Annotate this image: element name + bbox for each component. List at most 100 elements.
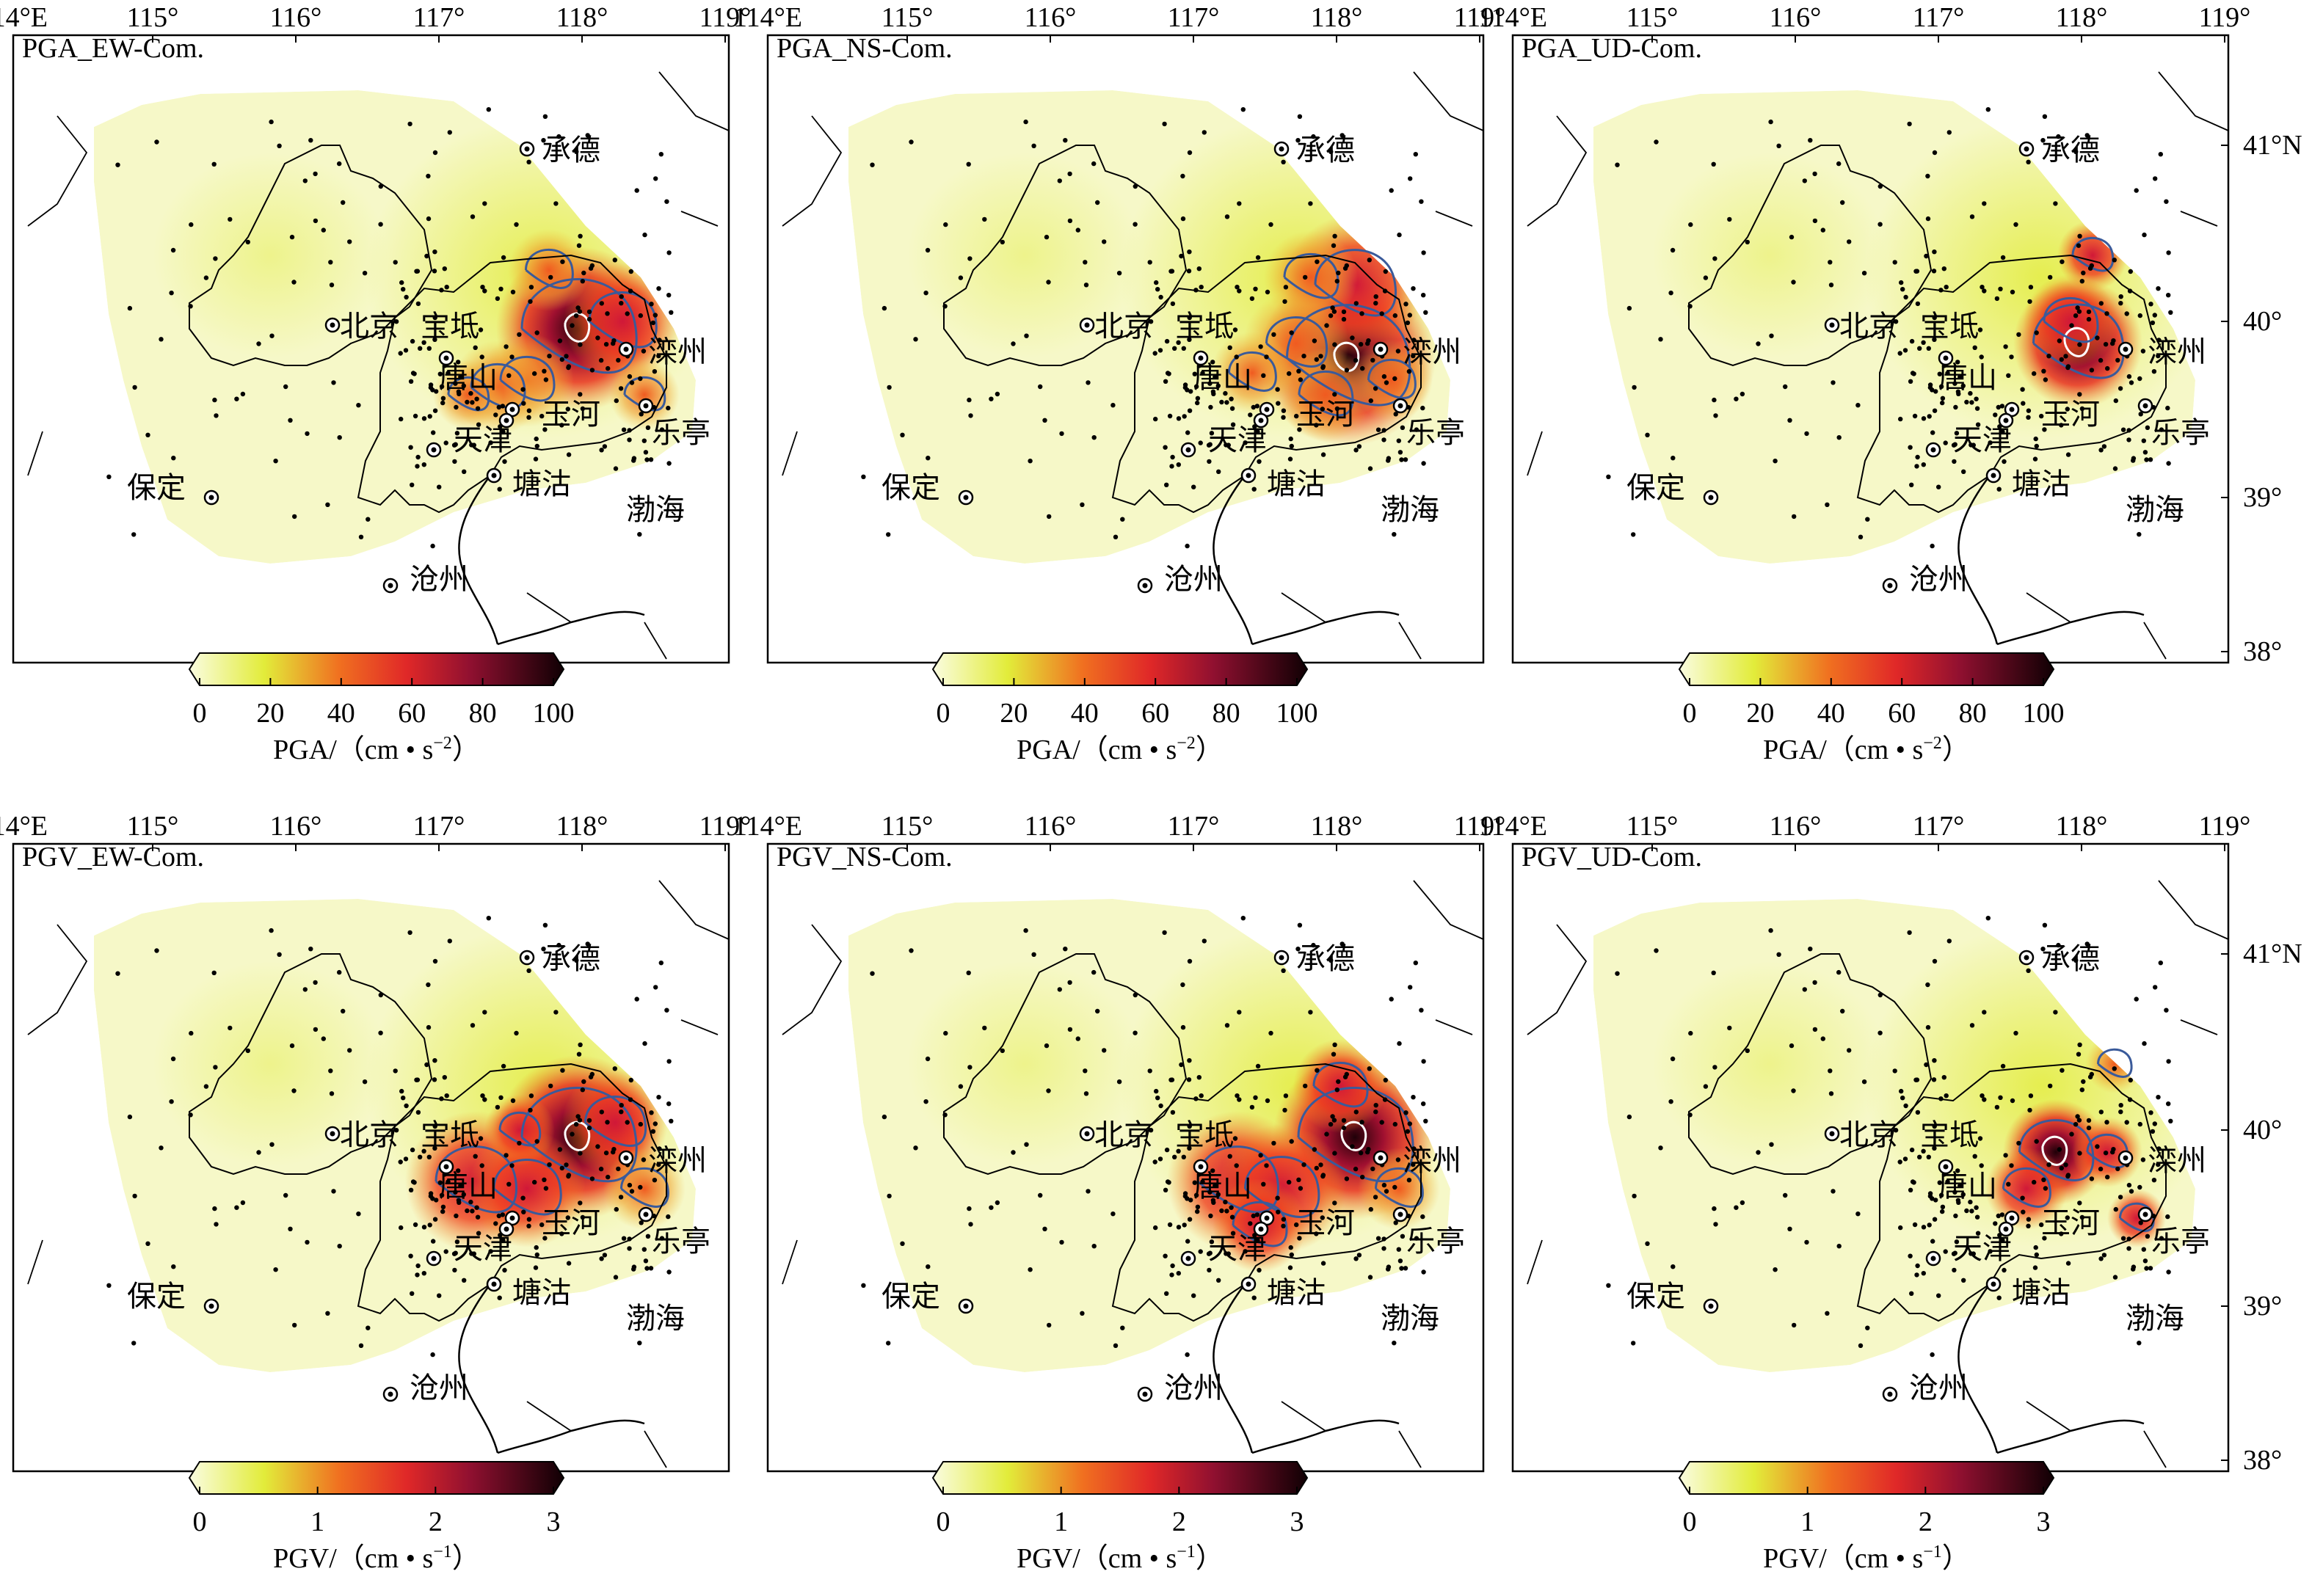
lat-tick-label: 39° [2243, 1291, 2282, 1322]
city-label: 沧州 [410, 563, 468, 596]
city-label: 沧州 [1164, 563, 1223, 596]
colorbar-tick: 1 [1054, 1506, 1068, 1537]
city-label: 承德 [1296, 134, 1355, 167]
lat-tick-label: 40° [2243, 1115, 2282, 1145]
city-label: 乐亭 [652, 416, 710, 449]
lon-tick-label: 115° [881, 811, 934, 842]
colorbar-tick: 100 [533, 698, 575, 729]
station-dots [861, 107, 1428, 549]
colorbar-tick: 60 [1141, 698, 1169, 729]
city-label: 天津 [1953, 1232, 2012, 1265]
colorbar-tick: 20 [256, 698, 284, 729]
colorbar-gradient [931, 652, 1309, 686]
city-label: 塘沽 [512, 1276, 571, 1309]
city-label: 天津 [454, 1232, 512, 1265]
colorbar-label: PGA/（cm • s−2） [1763, 734, 1970, 765]
city-label: 承德 [2041, 134, 2100, 167]
lon-tick-label: 118° [556, 2, 608, 33]
lon-tick-label: 115° [127, 811, 179, 842]
lat-tick-label: 38° [2243, 636, 2282, 667]
city-label: 天津 [1953, 423, 2012, 456]
city-label: 沧州 [1909, 1371, 1968, 1404]
city-label: 唐山 [439, 361, 498, 394]
admin-boundaries [1527, 71, 2229, 660]
city-label: 宝坻 [1175, 1118, 1234, 1151]
lon-tick-label: 115° [1626, 2, 1679, 33]
city-label: 渤海 [1381, 493, 1439, 526]
lon-tick-label: 115° [1626, 811, 1679, 842]
panel-label: PGA_EW-Com. [22, 33, 204, 64]
city-label: 塘沽 [512, 467, 571, 500]
city-label: 承德 [2041, 942, 2100, 975]
lon-tick-label: 119° [699, 2, 752, 33]
colorbar-tick: 80 [1213, 698, 1240, 729]
lat-tick-label: 38° [2243, 1445, 2282, 1476]
city-label: 承德 [542, 134, 600, 167]
city-label: 北京 [1839, 310, 1898, 343]
city-label: 北京 [340, 310, 399, 343]
lon-tick-label: 119° [2199, 811, 2251, 842]
city-label: 渤海 [1381, 1302, 1439, 1335]
map-panel-2: 承德 北京 宝坻 唐山 滦州 玉河 乐亭 天津 塘沽 保定 沧州 渤海 PGA_NS-Com. 114°E… [733, 2, 1505, 664]
city-label: 渤海 [626, 1302, 685, 1335]
city-label: 滦州 [1403, 335, 1461, 368]
city-label: 宝坻 [421, 1118, 479, 1151]
colorbar-gradient [188, 652, 565, 686]
city-label: 乐亭 [2151, 416, 2210, 449]
colorbar-tick: 2 [1919, 1506, 1933, 1537]
lon-tick-label: 119° [1454, 2, 1506, 33]
colorbar-label: PGA/（cm • s−2） [1017, 734, 1224, 765]
city-label: 塘沽 [1267, 467, 1326, 500]
lon-tick-label: 114°E [0, 2, 48, 33]
panel-label: PGA_UD-Com. [1522, 33, 1702, 64]
map-panel-3: 承德 北京 宝坻 唐山 滦州 玉河 乐亭 天津 塘沽 保定 沧州 渤海 PGA_UD-Com. 114°E… [1478, 2, 2302, 667]
colorbar-1: 0 20 40 60 80 100 PGA/（cm • s−2） [188, 652, 575, 765]
lon-tick-label: 119° [1454, 811, 1506, 842]
map-panel-5: 承德 北京 宝坻 唐山 滦州 玉河 乐亭 天津 塘沽 保定 沧州 渤海 PGV_NS-Com. 114°E… [733, 811, 1505, 1473]
colorbar-tick: 100 [1276, 698, 1318, 729]
panel-label: PGA_NS-Com. [777, 33, 953, 64]
city-label: 沧州 [410, 1371, 468, 1404]
colorbar-4: 0 1 2 3 PGV/（cm • s−1） [188, 1461, 565, 1574]
lon-tick-label: 118° [1311, 811, 1363, 842]
lon-tick-label: 115° [127, 2, 179, 33]
city-label: 北京 [1094, 1118, 1153, 1151]
city-label: 滦州 [2148, 1144, 2206, 1177]
city-label: 承德 [542, 942, 600, 975]
city-label: 滦州 [648, 335, 707, 368]
city-label: 唐山 [1193, 1170, 1252, 1203]
city-label: 保定 [1626, 471, 1685, 504]
lon-tick-label: 118° [2056, 2, 2108, 33]
colorbar-tick: 40 [1817, 698, 1845, 729]
city-label: 保定 [127, 1280, 186, 1313]
colorbar-gradient [1678, 652, 2055, 686]
city-label: 沧州 [1909, 563, 1968, 596]
city-label: 宝坻 [1920, 310, 1979, 343]
colorbar-3: 0 20 40 60 80 100 PGA/（cm • s−2） [1678, 652, 2065, 765]
contour-lines [1196, 1061, 1424, 1247]
admin-boundaries [782, 880, 1484, 1468]
colorbar-tick: 20 [1746, 698, 1774, 729]
city-label: 天津 [454, 423, 512, 456]
colorbar-2: 0 20 40 60 80 100 PGA/（cm • s−2） [931, 652, 1318, 765]
panel-label: PGV_EW-Com. [22, 842, 204, 872]
colorbar-tick: 0 [1683, 1506, 1697, 1537]
city-label: 保定 [127, 471, 186, 504]
lat-tick-label: 40° [2243, 306, 2282, 337]
lon-tick-label: 117° [1168, 2, 1220, 33]
station-dots [106, 107, 674, 549]
city-label: 天津 [1208, 1232, 1267, 1265]
lon-tick-label: 116° [1770, 811, 1822, 842]
city-label: 乐亭 [652, 1225, 710, 1258]
colorbar-tick: 0 [193, 698, 207, 729]
lon-tick-label: 116° [270, 2, 322, 33]
colorbar-5: 0 1 2 3 PGV/（cm • s−1） [931, 1461, 1309, 1574]
city-label: 玉河 [542, 1206, 600, 1239]
panel-label: PGV_NS-Com. [777, 842, 953, 872]
